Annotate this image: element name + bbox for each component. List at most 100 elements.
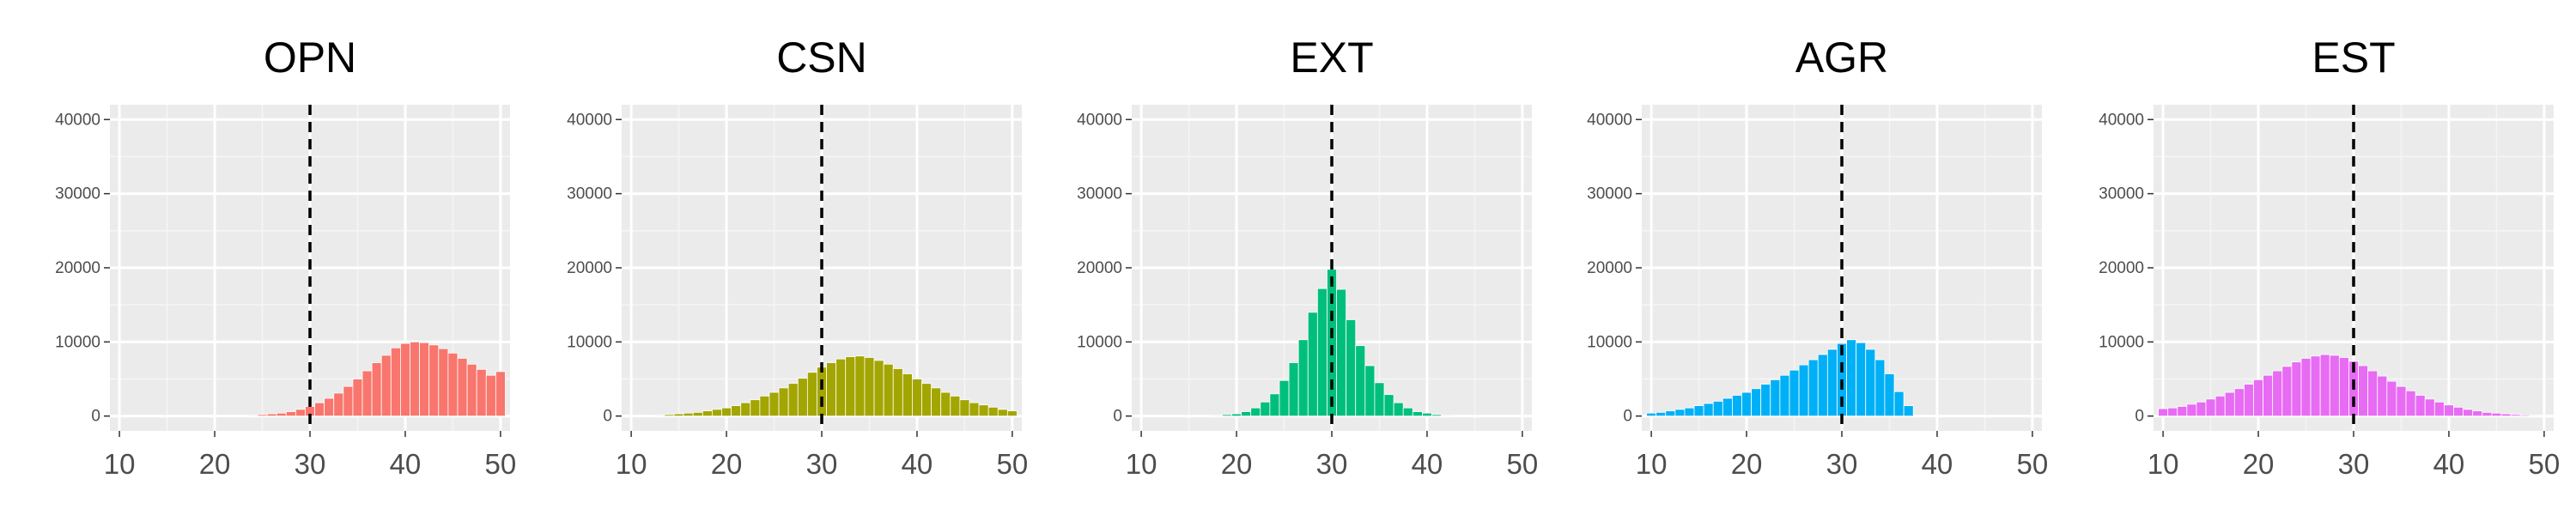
histogram-bar xyxy=(826,362,837,417)
histogram-bar xyxy=(959,399,970,417)
histogram-bar xyxy=(2463,409,2474,417)
histogram-bar xyxy=(806,372,817,417)
y-tick-label: 0 xyxy=(1113,408,1122,426)
x-tick-label: 30 xyxy=(295,448,326,480)
panel-title: OPN xyxy=(264,33,356,82)
histogram-bar xyxy=(654,415,665,417)
y-tick-label: 10000 xyxy=(1077,333,1122,351)
histogram-bar xyxy=(352,379,363,417)
histogram-bar xyxy=(1250,407,1261,417)
y-tick-label: 40000 xyxy=(1077,111,1122,129)
histogram-bar xyxy=(371,362,382,417)
histogram-bar xyxy=(750,399,761,417)
histogram-bar xyxy=(2233,388,2245,417)
histogram-bar xyxy=(1260,401,1271,417)
histogram-bar xyxy=(1826,348,1838,417)
histogram-bar xyxy=(1722,397,1733,417)
histogram-bar xyxy=(2396,385,2407,417)
histogram-bar xyxy=(2433,401,2445,417)
x-tick-label: 10 xyxy=(1636,448,1668,480)
x-tick-label: 50 xyxy=(485,448,517,480)
histogram-bar xyxy=(1241,411,1252,417)
histogram-bar xyxy=(797,378,808,417)
histogram-bar xyxy=(2367,370,2379,417)
y-tick-label: 30000 xyxy=(55,185,100,203)
histogram-bar xyxy=(2424,398,2435,417)
histogram-bar xyxy=(457,357,468,417)
histogram-bar xyxy=(419,342,430,417)
histogram-bar xyxy=(1231,413,1242,417)
y-tick-label: 10000 xyxy=(55,333,100,351)
histogram-bar xyxy=(1297,339,1309,417)
histogram-bar xyxy=(1693,405,1704,417)
histogram-bar xyxy=(2491,412,2502,417)
x-tick-label: 40 xyxy=(902,448,933,480)
histogram-bar xyxy=(969,402,980,417)
histogram-bar xyxy=(2310,355,2321,417)
panel-title: CSN xyxy=(776,33,867,82)
histogram-bar xyxy=(1884,373,1895,417)
histogram-bar xyxy=(787,383,799,417)
histogram-bar xyxy=(1383,394,1394,417)
histogram-bar xyxy=(400,342,410,417)
histogram-bar xyxy=(921,383,932,417)
y-tick-label: 40000 xyxy=(567,111,612,129)
x-tick-label: 10 xyxy=(616,448,647,480)
histogram-bar xyxy=(495,371,506,417)
histogram-bar xyxy=(978,404,989,417)
facet-panel-agr: 0 10000 20000 30000 40000 10 20 30 40 50 AGR xyxy=(1587,33,2048,480)
x-tick-label: 20 xyxy=(1221,448,1253,480)
histogram-bar xyxy=(2300,357,2312,417)
histogram-bar xyxy=(1269,393,1280,417)
histogram-bar xyxy=(2338,357,2349,417)
histogram-bar xyxy=(664,414,675,417)
histogram-bar xyxy=(2167,407,2178,417)
x-tick-label: 30 xyxy=(1316,448,1348,480)
histogram-bar xyxy=(673,413,684,417)
histogram-bar xyxy=(361,370,373,417)
histogram-bar xyxy=(2281,366,2293,417)
histogram-bar xyxy=(438,348,449,417)
histogram-bar xyxy=(1856,342,1867,417)
histogram-bar xyxy=(1865,348,1876,417)
histogram-bar xyxy=(987,406,999,417)
histogram-bar xyxy=(1006,410,1018,417)
histogram-bar xyxy=(740,402,751,417)
histogram-bar xyxy=(2472,410,2483,417)
histogram-bar xyxy=(2263,374,2274,417)
x-tick-label: 50 xyxy=(997,448,1029,480)
histogram-bar xyxy=(2224,391,2235,417)
histogram-bar xyxy=(2253,379,2263,417)
histogram-bar xyxy=(1393,402,1404,417)
histogram-bar xyxy=(1316,288,1327,417)
histogram-bar xyxy=(1760,384,1771,417)
y-tick-label: 10000 xyxy=(567,333,612,351)
histogram-bar xyxy=(1212,415,1223,417)
histogram-bar xyxy=(931,387,942,417)
histogram-bar xyxy=(324,397,335,417)
y-tick-label: 20000 xyxy=(1587,259,1632,277)
x-tick-label: 10 xyxy=(1126,448,1157,480)
histogram-bar xyxy=(864,357,875,417)
histogram-bar xyxy=(1817,354,1828,417)
histogram-bar xyxy=(845,356,856,417)
histogram-bar xyxy=(390,347,401,417)
histogram-bar xyxy=(1732,395,1742,417)
histogram-bar xyxy=(854,355,866,417)
x-tick-label: 40 xyxy=(1412,448,1443,480)
histogram-bar xyxy=(2244,384,2254,417)
histogram-bar xyxy=(2453,406,2464,417)
histogram-bar xyxy=(1656,412,1667,417)
histogram-bar xyxy=(1741,391,1752,417)
histogram-bar xyxy=(759,396,770,417)
y-tick-label: 30000 xyxy=(1077,185,1122,203)
histogram-bar xyxy=(1665,410,1676,417)
x-tick-label: 40 xyxy=(1922,448,1953,480)
histogram-bar xyxy=(1307,312,1318,417)
histogram-bar xyxy=(997,409,1008,417)
histogram-bar xyxy=(1288,362,1299,417)
histogram-bar xyxy=(2158,408,2169,417)
histogram-bar xyxy=(2177,406,2188,417)
histogram-bar xyxy=(333,392,344,417)
facet-panel-est: 0 10000 20000 30000 40000 10 20 30 40 50 EST xyxy=(2099,33,2560,480)
